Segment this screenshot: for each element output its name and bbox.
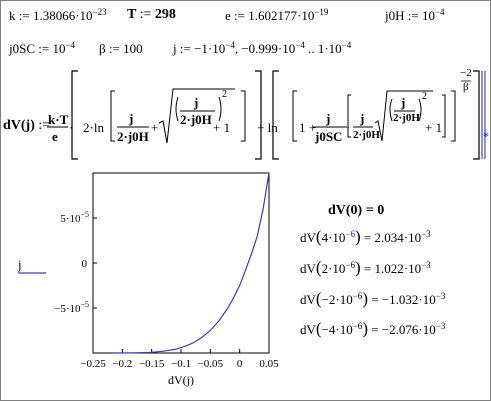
var-name: T [127,7,137,22]
def-k[interactable]: k := 1.38066·10−23 [9,8,107,24]
x-tick-label: −0.15 [139,358,165,370]
two-ln: 2·ln [83,120,104,135]
frac4-den: 2·j0H [353,129,380,141]
x-tick-label: −0.05 [198,358,224,370]
var-name: j [173,41,177,56]
plot-frame [92,172,270,354]
plot-region[interactable]: −0.25 −0.2 −0.15 −0.1 −0.05 0 0.05 5·10−5 0 −5·10… [41,169,281,399]
frac4-num: j [360,111,365,126]
plus-op: + [151,120,159,135]
region-marker: * [483,129,489,143]
result-dV-4e-6: dV(4·10−6) = 2.034·10−3 [300,227,431,246]
exp-denominator: β [463,81,469,93]
frac2-num: j [194,95,199,110]
result-dV-neg4e-6: dV(−4·10−6) = −2.076·10−3 [300,319,446,338]
exponent: −4 [434,7,445,17]
range-end: .. 1·10 [304,41,342,56]
x-tick-label: −0.1 [171,358,191,370]
plot-ticks: −0.25 −0.2 −0.15 −0.1 −0.05 0 0.05 5·10−5 0 −5·10… [54,210,279,370]
var-name: j0SC [9,41,36,56]
square-exp: 2 [222,89,227,100]
def-T[interactable]: T := 298 [127,7,176,23]
def-e[interactable]: e := 1.602177·10−19 [225,8,328,24]
frac5-num: j [401,95,406,110]
y-tick-label: −5·10−5 [54,300,89,315]
assign-op: := [38,41,50,56]
series-j-line [113,172,270,354]
kT-numerator: k·T [48,112,69,127]
x-tick-label: 0.05 [259,358,279,370]
x-tick-label: 0 [237,358,243,370]
exponent: −23 [92,7,107,17]
assign-op: := [179,41,191,56]
formula-dV[interactable]: dV(j) := k·T e · 2·ln j 2·j0H + j 2·j0H … [1,65,490,165]
result-dV-neg2e-6: dV(−2·10−6) = −1.032·10−3 [300,289,446,308]
formula-brackets [47,70,486,160]
value: 10 [52,41,66,56]
assign-op: := [407,8,419,23]
value: 298 [154,7,176,22]
range-start: −1·10 [194,41,226,56]
result-dV0: dV(0) = 0 [328,203,385,218]
assign-op: := [139,7,152,22]
y-tick-label: 0 [82,258,88,270]
def-beta[interactable]: β := 100 [99,41,143,57]
x-tick-label: −0.25 [80,358,106,370]
def-j0H[interactable]: j0H := 10−4 [385,8,445,24]
var-name: k [9,8,16,23]
var-name: j0H [385,8,405,23]
one-plus: 1 + [299,120,317,135]
frac5-den: 2·j0H [393,112,420,124]
exp-numerator: −2 [460,67,472,79]
e-denominator: e [52,129,58,144]
frac1-den: 2·j0H [117,129,149,144]
x-axis-label: dV(j) [168,373,194,387]
ln-label: + ln [257,120,278,135]
value: 100 [123,41,143,56]
range-step: , −0.999·10 [234,41,296,56]
exponent: −4 [295,40,305,50]
def-j-range[interactable]: j := −1·10−4, −0.999·10−4 .. 1·10−4 [173,41,351,57]
def-j0SC[interactable]: j0SC := 10−4 [9,41,75,57]
legend-line [18,272,46,274]
square-exp2: 2 [422,91,427,102]
assign-op: := [18,8,30,23]
value: 1.602177·10 [248,8,315,23]
legend-label: j [18,257,22,272]
frac3-num: j [326,111,331,126]
assign-op: := [234,8,245,23]
exponent: −19 [314,7,329,17]
frac3-den: j0SC [315,129,343,144]
var-name: e [225,8,231,23]
exponent: −4 [225,40,235,50]
exponent: −4 [341,40,352,50]
frac1-num: j [129,111,134,126]
dot-op: · [69,120,74,135]
result-dV-2e-6: dV(2·10−6) = 1.022·10−3 [300,258,431,277]
y-tick-label: 5·10−5 [60,210,89,225]
plus-one2: + 1 [425,120,443,135]
value: 1.38066·10 [32,8,93,23]
x-tick-label: −0.2 [112,358,132,370]
var-name: β [99,41,106,56]
value: 10 [421,8,435,23]
assign-op: := [108,41,120,56]
plus-one: + 1 [213,120,231,135]
dot-op2: · [346,120,351,135]
frac2-den: 2·j0H [180,112,212,127]
exponent: −4 [65,40,76,50]
formula-lhs: dV(j) := [3,118,51,133]
